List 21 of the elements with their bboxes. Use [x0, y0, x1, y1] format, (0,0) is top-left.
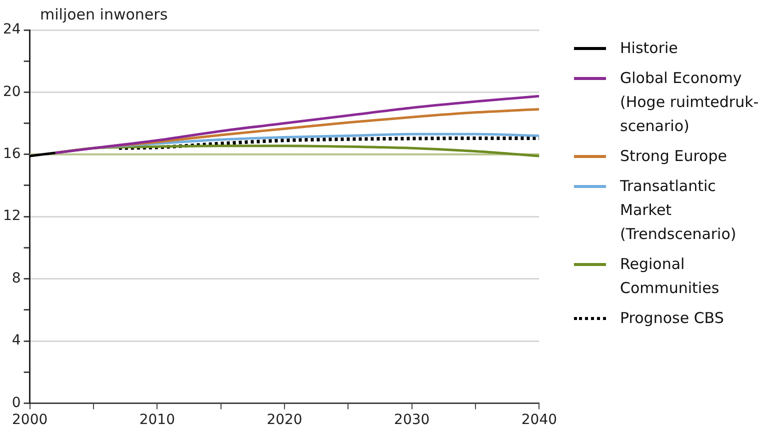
x-tick-label: 2040 — [521, 412, 558, 428]
line-series — [54, 94, 540, 154]
legend-label: Transatlantic Market (Trendscenario) — [620, 176, 738, 245]
legend-label: Strong Europe — [620, 146, 728, 167]
legend-label: Historie — [620, 38, 679, 59]
x-tick-label: 2010 — [139, 412, 175, 428]
y-tick-label: 4 — [12, 332, 21, 349]
y-tick-label: 16 — [2, 146, 21, 162]
x-tick-label: 2000 — [12, 412, 48, 428]
y-tick-label: 12 — [2, 208, 21, 224]
y-tick-label: 8 — [12, 270, 21, 286]
y-tick-label: 0 — [12, 394, 21, 411]
legend-label: Prognose CBS — [620, 308, 725, 329]
legend-label: Global Economy (Hoge ruimtedruk-scenario) — [620, 68, 760, 137]
legend-label: Regional Communities — [620, 254, 720, 299]
line-series — [117, 136, 540, 150]
y-tick-label: 20 — [2, 84, 21, 100]
y-tick-label: 24 — [2, 22, 21, 38]
y-axis-title: miljoen inwoners — [40, 5, 168, 24]
x-tick-label: 2030 — [394, 412, 430, 428]
x-tick-label: 2020 — [266, 412, 302, 428]
